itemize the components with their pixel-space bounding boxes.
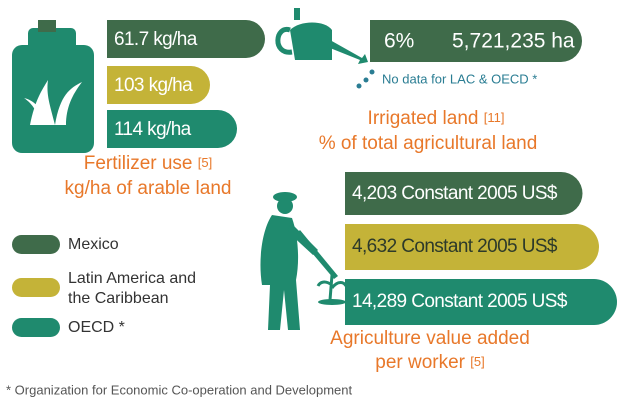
reference: [11] <box>484 110 505 125</box>
section-subtitle: per worker [5] <box>375 352 485 373</box>
section-subtitle: % of total agricultural land <box>319 133 538 154</box>
value-text: 61.7 kg/ha <box>114 29 198 50</box>
legend-label: Mexico <box>68 236 119 253</box>
value-text: 5,721,235 ha <box>452 30 575 53</box>
irrigation-icon <box>275 8 375 89</box>
value-text: 103 kg/ha <box>114 75 193 96</box>
value-text: 6% <box>384 30 414 53</box>
pill-mexico <box>370 20 582 62</box>
footnote: * Organization for Economic Co-operation… <box>6 382 353 397</box>
legend-label: Latin America and <box>68 270 196 287</box>
pill-mexico <box>345 172 583 215</box>
value-text: 4,632 Constant 2005 US$ <box>352 236 558 257</box>
legend-swatch <box>12 235 60 254</box>
fertilizer-icon <box>12 20 94 153</box>
subtitle: per worker <box>375 352 465 373</box>
section-title: Fertilizer use [5] <box>84 153 213 174</box>
legend-label: the Caribbean <box>68 290 169 307</box>
pill-oecd <box>107 110 237 148</box>
legend-swatch <box>12 278 60 297</box>
section-title: Irrigated land [11] <box>368 108 505 129</box>
value-text: 114 kg/ha <box>114 119 192 140</box>
title: Irrigated land <box>368 108 479 129</box>
legend-label: OECD * <box>68 319 125 336</box>
pill-mexico <box>107 20 265 58</box>
farmer-icon <box>260 192 348 330</box>
reference: [5] <box>470 354 484 369</box>
section-title: Agriculture value added <box>330 328 530 349</box>
pill-lac <box>345 224 599 270</box>
pill-lac <box>107 66 210 104</box>
value-text: 4,203 Constant 2005 US$ <box>352 183 558 204</box>
pill-oecd <box>345 279 617 325</box>
section-subtitle: kg/ha of arable land <box>65 178 232 199</box>
value-text: 14,289 Constant 2005 US$ <box>352 291 568 312</box>
legend-swatch <box>12 318 60 337</box>
note: No data for LAC & OECD * <box>382 71 537 86</box>
title: Fertilizer use <box>84 153 193 174</box>
reference: [5] <box>198 155 212 170</box>
